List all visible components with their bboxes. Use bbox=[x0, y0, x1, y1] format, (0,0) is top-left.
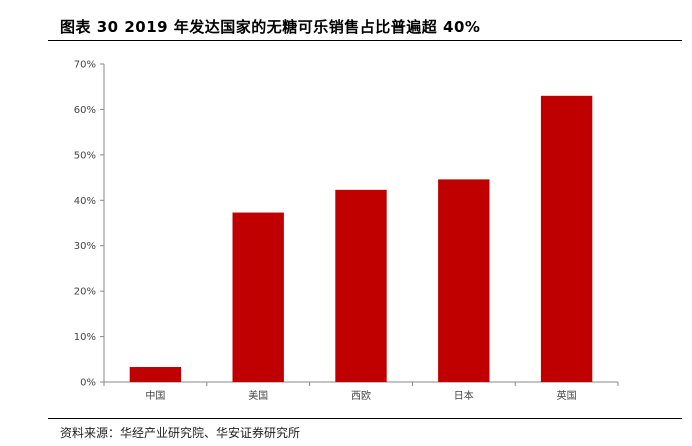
y-tick-label: 40% bbox=[74, 196, 96, 207]
y-tick-label: 60% bbox=[74, 105, 96, 116]
bar bbox=[129, 367, 182, 382]
x-category-label: 日本 bbox=[454, 389, 474, 402]
y-tick-label: 70% bbox=[74, 60, 96, 71]
x-category-label: 美国 bbox=[248, 389, 268, 402]
bar bbox=[438, 179, 490, 382]
x-category-label: 西欧 bbox=[351, 390, 371, 402]
y-tick-label: 10% bbox=[74, 332, 96, 343]
bar bbox=[540, 95, 593, 383]
source-note: 资料来源：华经产业研究院、华安证券研究所 bbox=[60, 426, 301, 440]
chart-bars bbox=[129, 95, 593, 383]
x-category-label: 中国 bbox=[145, 389, 165, 402]
bar bbox=[232, 212, 284, 382]
y-tick-label: 0% bbox=[80, 378, 96, 389]
chart-title: 图表 30 2019 年发达国家的无糖可乐销售占比普遍超 40% bbox=[60, 18, 481, 36]
y-tick-label: 50% bbox=[74, 150, 96, 161]
y-tick-label: 30% bbox=[74, 241, 96, 252]
x-category-label: 英国 bbox=[557, 389, 577, 402]
bar bbox=[335, 189, 387, 382]
source-rule bbox=[48, 418, 682, 419]
chart-labels: 0% 10% 20% 30% 40% 50% 60% 70% 中国 美国 西欧 日本 英国 bbox=[74, 60, 577, 403]
title-rule bbox=[48, 40, 682, 41]
y-tick-label: 20% bbox=[74, 287, 96, 298]
